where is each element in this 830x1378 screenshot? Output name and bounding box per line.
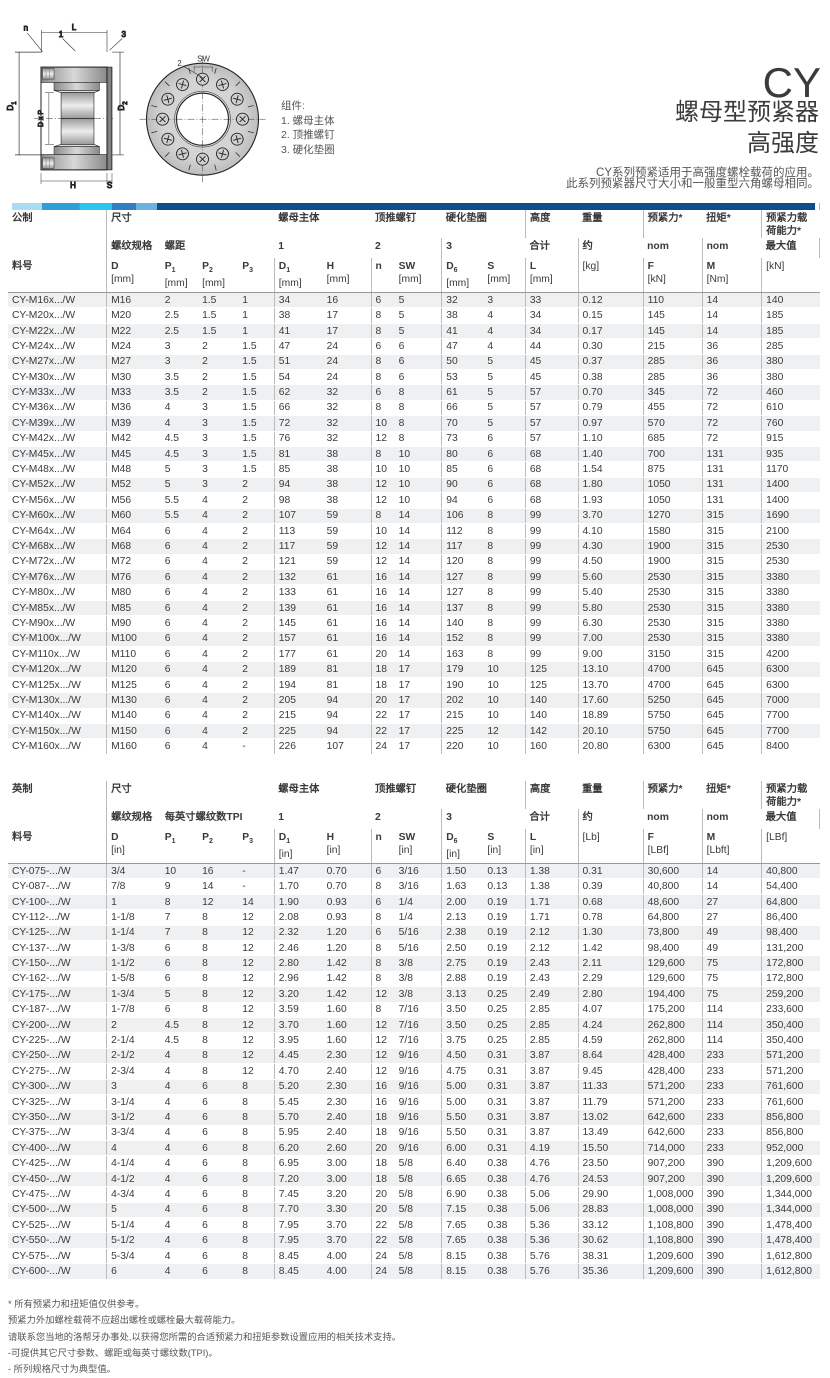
svg-text:H: H [70, 181, 76, 190]
svg-text:1: 1 [59, 30, 64, 39]
svg-text:n: n [24, 24, 28, 33]
svg-text:SW: SW [197, 55, 210, 64]
svg-text:D2: D2 [117, 101, 129, 111]
svg-text:D1: D1 [6, 101, 18, 111]
svg-text:2: 2 [177, 59, 182, 68]
svg-text:D x P: D x P [38, 110, 45, 127]
svg-text:3: 3 [121, 30, 126, 39]
svg-text:S: S [107, 181, 112, 190]
svg-text:L: L [72, 23, 77, 32]
